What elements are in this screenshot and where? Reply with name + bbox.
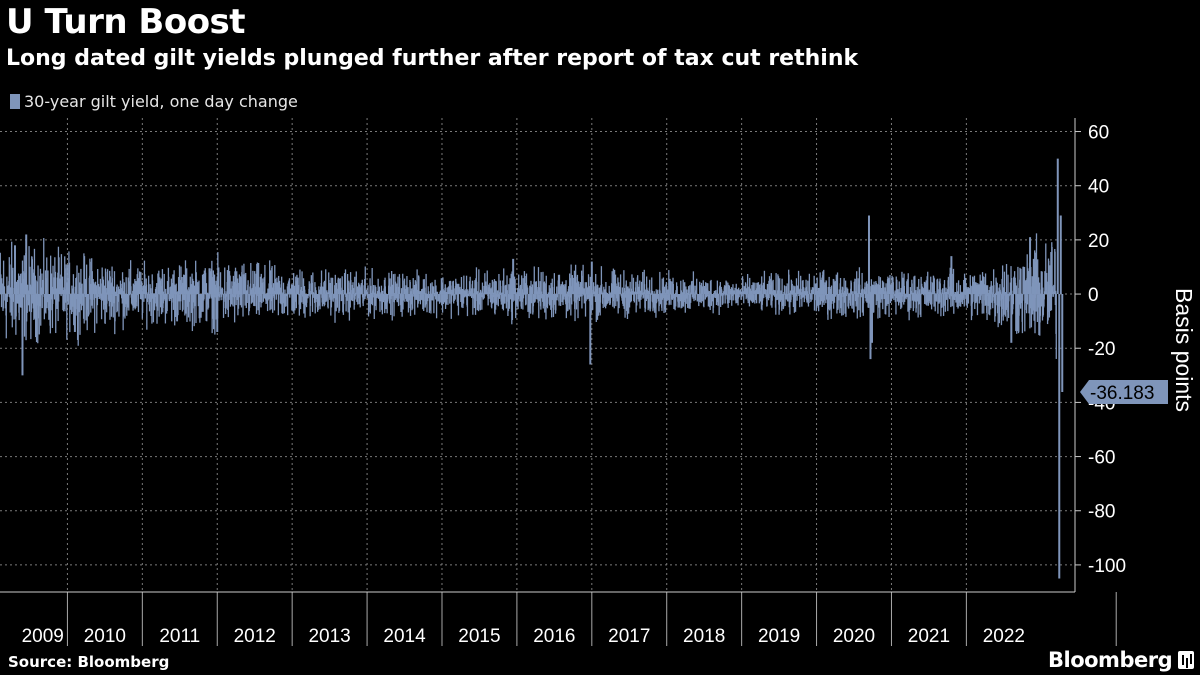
x-tick-label: 2017 bbox=[608, 626, 650, 647]
legend-label: 30-year gilt yield, one day change bbox=[24, 92, 298, 111]
x-tick-label: 2015 bbox=[458, 626, 500, 647]
chart-title: U Turn Boost bbox=[6, 2, 246, 42]
series-bars bbox=[0, 158, 1064, 579]
grid-lines bbox=[0, 118, 1075, 592]
legend-swatch bbox=[10, 94, 20, 109]
x-tick-label: 2013 bbox=[308, 626, 350, 647]
x-tick-label: 2010 bbox=[84, 626, 126, 647]
x-tick-label: 2016 bbox=[533, 626, 575, 647]
terminal-icon bbox=[1178, 651, 1194, 669]
y-tick-label: 0 bbox=[1088, 285, 1099, 306]
y-tick-label: -80 bbox=[1088, 502, 1115, 523]
legend: 30-year gilt yield, one day change bbox=[10, 92, 298, 111]
y-axis-title: Basis points bbox=[1171, 288, 1197, 412]
y-tick-label: -100 bbox=[1088, 556, 1126, 577]
x-tick-label: 2021 bbox=[908, 626, 950, 647]
last-value-marker bbox=[1080, 380, 1168, 405]
x-tick-label: 2020 bbox=[833, 626, 875, 647]
x-tick-label: 2011 bbox=[159, 626, 200, 647]
axes bbox=[0, 118, 1117, 646]
x-tick-label: 2009 bbox=[22, 626, 64, 647]
y-tick-label: -20 bbox=[1088, 339, 1115, 360]
source-note: Source: Bloomberg bbox=[8, 653, 170, 671]
x-tick-label: 2018 bbox=[683, 626, 725, 647]
y-tick-label: -60 bbox=[1088, 448, 1115, 469]
y-tick-label: 40 bbox=[1088, 177, 1109, 198]
chart-subtitle: Long dated gilt yields plunged further a… bbox=[6, 46, 859, 71]
x-tick-label: 2019 bbox=[758, 626, 800, 647]
y-tick-label: 60 bbox=[1088, 123, 1109, 144]
axis-labels: 6040200-20-40-60-80-10020092010201120122… bbox=[22, 123, 1197, 647]
x-tick-label: 2012 bbox=[234, 626, 276, 647]
brand-logo: Bloomberg bbox=[1048, 648, 1173, 672]
x-tick-label: 2022 bbox=[983, 626, 1025, 647]
y-tick-label: 20 bbox=[1088, 231, 1109, 252]
last-value-label: -36.183 bbox=[1090, 383, 1154, 404]
x-tick-label: 2014 bbox=[383, 626, 426, 647]
